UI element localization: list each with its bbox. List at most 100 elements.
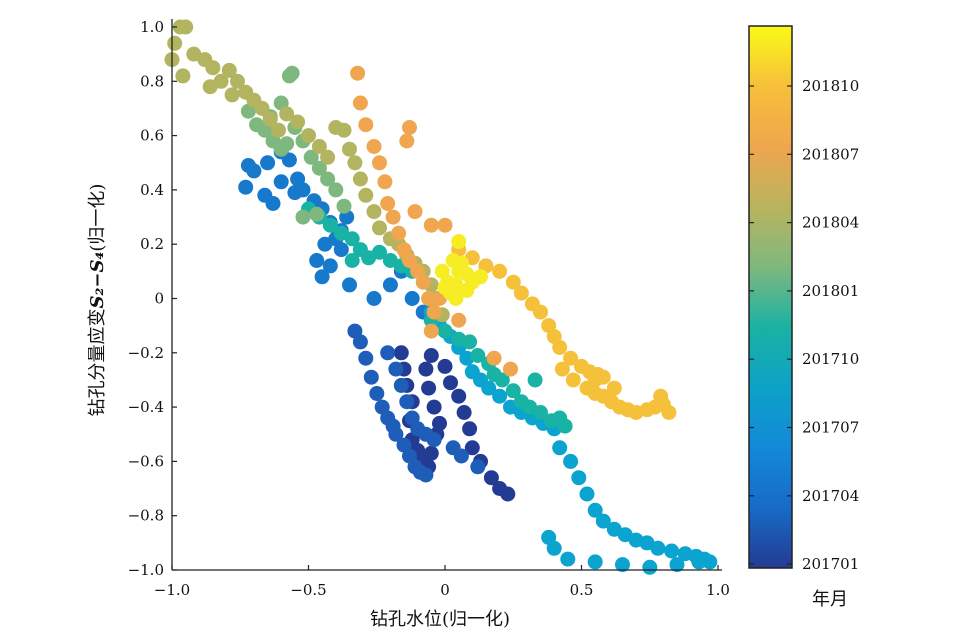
data-point [492, 388, 508, 404]
data-point [595, 513, 611, 529]
data-point [552, 440, 568, 456]
axes-layer: −1.0 −0.5 0 0.5 1.0 1.0 0.8 0.6 0.4 0.2 0 −0.2 −0.4 −… [128, 18, 730, 599]
data-point [352, 95, 368, 111]
data-point [358, 187, 374, 203]
data-point [470, 348, 486, 363]
data-point [407, 204, 423, 220]
data-point [372, 220, 387, 236]
data-point [451, 388, 467, 404]
data-point [513, 285, 529, 301]
data-point [579, 486, 595, 502]
data-point [650, 540, 666, 556]
data-point [421, 291, 437, 306]
data-point [342, 141, 357, 157]
data-point [393, 345, 409, 361]
data-point [336, 198, 352, 214]
data-point [481, 380, 497, 396]
data-point [505, 274, 521, 290]
data-point [309, 253, 325, 268]
data-point [320, 149, 336, 165]
colorbar-tick-label: 201710 [802, 350, 859, 368]
data-point [388, 426, 404, 442]
data-point [661, 405, 677, 420]
data-point [483, 470, 499, 486]
y-tick-label: 0.2 [140, 235, 164, 253]
data-point [388, 361, 404, 377]
data-point [205, 60, 221, 76]
y-tick-label: 0.4 [140, 181, 164, 199]
data-point [546, 540, 562, 556]
data-point [254, 100, 270, 116]
data-point [314, 269, 330, 285]
data-point [238, 179, 254, 195]
data-point [615, 557, 630, 573]
data-point [587, 554, 603, 570]
data-point [262, 111, 278, 127]
data-point [358, 350, 374, 366]
data-point [344, 231, 360, 247]
x-tick-label: −0.5 [290, 581, 326, 599]
points-layer [164, 19, 718, 575]
colorbar-tick-label: 201804 [802, 214, 859, 232]
data-point [350, 65, 366, 81]
x-tick-label: −1.0 [154, 581, 190, 599]
data-point [393, 377, 409, 393]
data-point [377, 174, 393, 190]
y-tick-label: −0.6 [128, 452, 164, 470]
data-point [453, 448, 469, 464]
data-point [279, 106, 295, 122]
data-point [342, 277, 357, 293]
data-point [606, 380, 622, 396]
y-tick-label: 0.8 [140, 72, 164, 90]
data-point [311, 160, 327, 176]
colorbar-label: 年月 [812, 589, 848, 610]
colorbar-tick-label: 201801 [802, 282, 859, 300]
y-tick-label: −1.0 [128, 561, 164, 579]
colorbar [748, 25, 793, 569]
data-point [279, 136, 295, 152]
data-point [366, 139, 382, 154]
data-point [260, 155, 276, 171]
x-tick-label: 0.5 [570, 581, 594, 599]
data-point [473, 269, 488, 285]
data-point [421, 380, 437, 396]
colorbar-tick-label: 201707 [802, 419, 859, 437]
colorbar-tick-label: 201701 [802, 555, 859, 573]
y-axis-label: 钻孔分量应变S₂−S₄(归一化) [87, 184, 108, 417]
data-point [571, 470, 587, 486]
data-point [271, 122, 286, 138]
data-point [366, 291, 382, 306]
data-point [423, 445, 439, 461]
data-point [385, 209, 401, 225]
x-tick-label: 0 [440, 581, 450, 599]
data-point [284, 65, 300, 81]
data-point [221, 62, 237, 78]
data-point [295, 209, 311, 225]
data-point [426, 304, 442, 320]
colorbar-tick-label: 201807 [802, 145, 859, 163]
data-point [273, 174, 289, 190]
data-point [456, 405, 472, 420]
data-point [445, 253, 461, 268]
data-point [494, 372, 510, 388]
data-point [352, 171, 368, 187]
data-point [372, 244, 387, 260]
data-point [527, 372, 543, 388]
y-tick-label: 1.0 [140, 18, 164, 36]
data-point [426, 399, 442, 415]
data-point [448, 291, 464, 306]
data-point [563, 350, 579, 366]
data-point [587, 502, 603, 518]
colorbar-tick-label: 201704 [802, 487, 859, 505]
data-point [382, 277, 398, 293]
data-point [249, 117, 265, 133]
data-point [399, 394, 415, 410]
data-point [423, 348, 439, 363]
data-point [437, 323, 453, 339]
data-point [167, 35, 183, 51]
data-point [363, 369, 379, 385]
data-point [402, 120, 417, 135]
data-point [500, 486, 516, 502]
data-point [322, 217, 338, 233]
